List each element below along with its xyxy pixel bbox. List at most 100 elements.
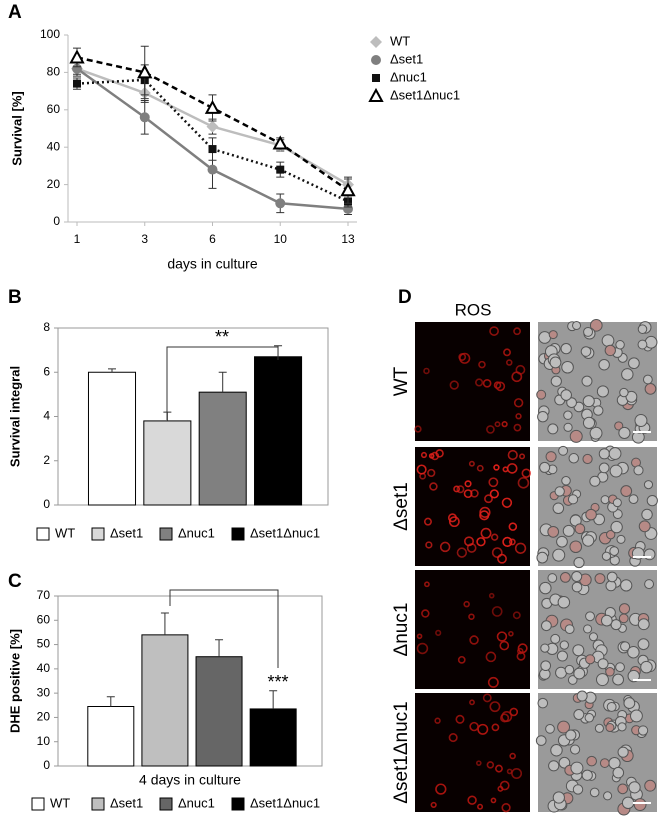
cell xyxy=(627,645,640,659)
bar xyxy=(249,708,297,767)
ros-cell xyxy=(488,477,499,488)
cell xyxy=(620,641,631,652)
ros-cell xyxy=(491,606,503,617)
ros-cell xyxy=(457,655,466,664)
cell xyxy=(571,571,583,582)
ros-cell xyxy=(448,733,458,743)
y-tick-label: 0 xyxy=(43,497,50,511)
ros-cell xyxy=(424,581,430,588)
cell xyxy=(619,387,629,398)
cell xyxy=(600,495,610,505)
marker xyxy=(69,49,85,64)
ros-cell xyxy=(506,768,513,775)
bar xyxy=(87,706,135,767)
cell xyxy=(564,624,575,635)
ros-cell xyxy=(480,527,492,539)
row-label: Δset1 xyxy=(391,482,412,531)
fluorescence-image xyxy=(415,322,530,441)
legend-label: Δset1Δnuc1 xyxy=(390,87,460,102)
cell xyxy=(574,523,586,535)
cell xyxy=(615,662,625,673)
cell xyxy=(539,461,551,473)
ros-cell xyxy=(493,464,500,471)
ros-cell xyxy=(458,353,467,361)
cell xyxy=(589,319,603,332)
bar xyxy=(198,391,247,506)
cell xyxy=(552,791,565,804)
error-bar xyxy=(269,690,278,709)
cell xyxy=(589,475,601,487)
ros-cell xyxy=(423,367,430,375)
y-tick-label: 10 xyxy=(37,734,51,748)
marker xyxy=(368,87,384,102)
ros-cell xyxy=(449,380,459,390)
cell xyxy=(586,755,597,767)
ros-cell xyxy=(502,536,513,547)
cell xyxy=(644,383,657,395)
cell xyxy=(612,509,623,520)
ros-cell xyxy=(501,497,513,508)
cell xyxy=(618,603,631,615)
ros-cell xyxy=(517,477,530,489)
legend-swatch xyxy=(36,527,50,541)
cell xyxy=(637,324,648,334)
ros-cell xyxy=(470,489,479,498)
ros-cell xyxy=(479,506,491,518)
cell xyxy=(559,640,569,650)
marker xyxy=(137,64,153,79)
cell xyxy=(642,374,653,385)
ros-cell xyxy=(467,795,477,805)
cell xyxy=(620,485,633,497)
cell xyxy=(537,697,549,709)
ros-cell xyxy=(501,803,511,813)
marker xyxy=(371,55,381,65)
cell xyxy=(589,426,603,440)
cell xyxy=(580,346,592,357)
ros-cell xyxy=(490,533,499,541)
cell xyxy=(585,611,595,622)
cell xyxy=(598,358,610,371)
fluorescence-image xyxy=(415,693,530,812)
ros-cell xyxy=(477,803,484,810)
y-tick-label: 6 xyxy=(43,364,50,378)
legend-label: WT xyxy=(50,795,70,810)
cell xyxy=(563,422,573,432)
marker xyxy=(275,198,286,209)
marker xyxy=(343,203,353,214)
ros-cell xyxy=(478,360,486,369)
ros-cell xyxy=(496,631,508,642)
ros-cell xyxy=(434,717,441,724)
cell xyxy=(545,451,557,463)
ros-cell xyxy=(476,464,484,472)
legend-label: Δset1 xyxy=(390,51,423,66)
cell xyxy=(565,729,577,741)
cell xyxy=(644,779,657,792)
ros-cell xyxy=(430,451,440,461)
cell xyxy=(643,548,656,561)
cell xyxy=(576,690,588,702)
cell xyxy=(569,540,583,554)
axis-title: DHE positive [%] xyxy=(7,629,22,733)
ros-cell xyxy=(508,630,514,637)
ros-cell xyxy=(468,460,475,467)
ros-cell xyxy=(519,453,526,460)
ros-cell xyxy=(476,537,486,547)
marker xyxy=(207,164,218,175)
cell xyxy=(646,495,658,507)
cell xyxy=(557,596,571,609)
x-tick-label: 3 xyxy=(141,232,148,246)
cell xyxy=(560,342,572,355)
plot-frame xyxy=(57,595,323,767)
ros-cell xyxy=(513,423,522,432)
legend-swatch xyxy=(159,527,173,541)
ros-cell xyxy=(416,633,423,640)
y-tick-label: 40 xyxy=(37,661,51,675)
annotation: ** xyxy=(215,327,229,347)
cell xyxy=(625,390,638,403)
cell xyxy=(637,725,649,736)
row-label: Δset1Δnuc1 xyxy=(391,701,412,804)
cell xyxy=(535,735,547,746)
ros-cell xyxy=(484,494,493,504)
ros-cell xyxy=(500,713,510,723)
